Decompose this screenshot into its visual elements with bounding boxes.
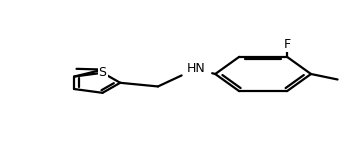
Text: F: F xyxy=(283,38,290,51)
Text: HN: HN xyxy=(186,62,205,75)
Text: S: S xyxy=(99,66,106,79)
